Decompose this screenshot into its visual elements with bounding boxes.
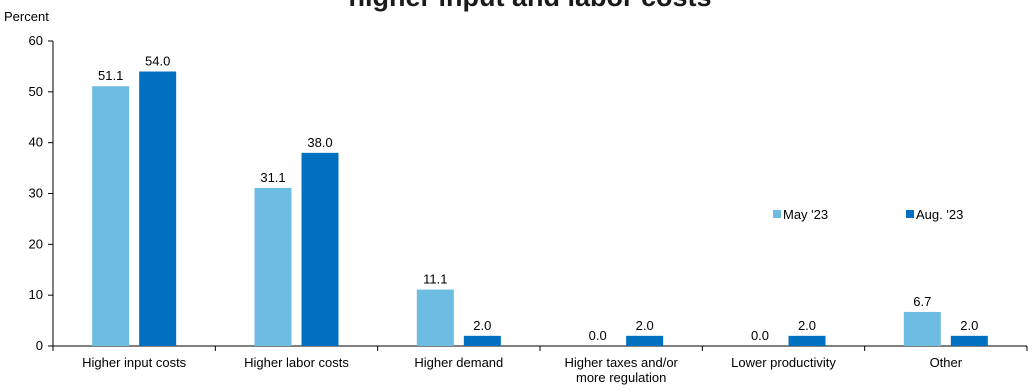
bar-may-23 xyxy=(903,311,941,346)
data-label: 6.7 xyxy=(913,294,931,309)
y-tick-label: 50 xyxy=(29,84,43,99)
bars xyxy=(92,71,988,346)
legend-label: May '23 xyxy=(783,207,828,222)
data-label: 0.0 xyxy=(589,328,607,343)
bar-aug-23 xyxy=(950,335,988,346)
data-label: 2.0 xyxy=(473,318,491,333)
y-tick-label: 40 xyxy=(29,135,43,150)
y-tick-label: 20 xyxy=(29,236,43,251)
legend: May '23 Aug. '23 xyxy=(773,207,963,222)
data-label: 11.1 xyxy=(423,272,447,287)
y-tick-label: 0 xyxy=(36,338,43,353)
data-label: 2.0 xyxy=(636,318,654,333)
y-tick-label: 30 xyxy=(29,186,43,201)
bar-aug-23 xyxy=(626,335,664,346)
data-label: 51.1 xyxy=(98,68,123,83)
data-labels: 51.1 31.1 11.1 0.0 0.0 6.7 54.0 38.0 2.0 2.0 2.0 2.… xyxy=(98,54,978,344)
bar-aug-23 xyxy=(463,335,501,346)
bar-may-23 xyxy=(254,187,292,346)
x-category-label: Higher input costs xyxy=(82,355,187,370)
bar-aug-23 xyxy=(139,71,177,346)
data-label: 38.0 xyxy=(307,135,332,150)
axes: 0 10 20 30 40 50 60 Higher input costs Higher la… xyxy=(29,33,1028,385)
chart-title: higher input and labor costs xyxy=(348,0,711,12)
bar-aug-23 xyxy=(788,335,826,346)
x-category-label: Lower productivity xyxy=(731,355,836,370)
x-category-label: Higher labor costs xyxy=(244,355,349,370)
x-category-label: more regulation xyxy=(576,370,666,385)
data-label: 0.0 xyxy=(751,328,769,343)
x-category-label: Other xyxy=(930,355,963,370)
legend-swatch xyxy=(906,210,914,218)
data-label: 2.0 xyxy=(798,318,816,333)
y-tick-label: 10 xyxy=(29,287,43,302)
bar-may-23 xyxy=(416,289,454,346)
legend-label: Aug. '23 xyxy=(916,207,963,222)
x-category-label: Higher taxes and/or xyxy=(564,355,678,370)
y-tick-label: 60 xyxy=(29,33,43,48)
bar-may-23 xyxy=(92,86,130,346)
data-label: 31.1 xyxy=(260,170,285,185)
bar-aug-23 xyxy=(301,152,339,346)
data-label: 54.0 xyxy=(145,54,170,69)
x-category-label: Higher demand xyxy=(414,355,503,370)
legend-swatch xyxy=(773,210,781,218)
y-axis-unit-label: Percent xyxy=(4,9,49,24)
data-label: 2.0 xyxy=(960,318,978,333)
